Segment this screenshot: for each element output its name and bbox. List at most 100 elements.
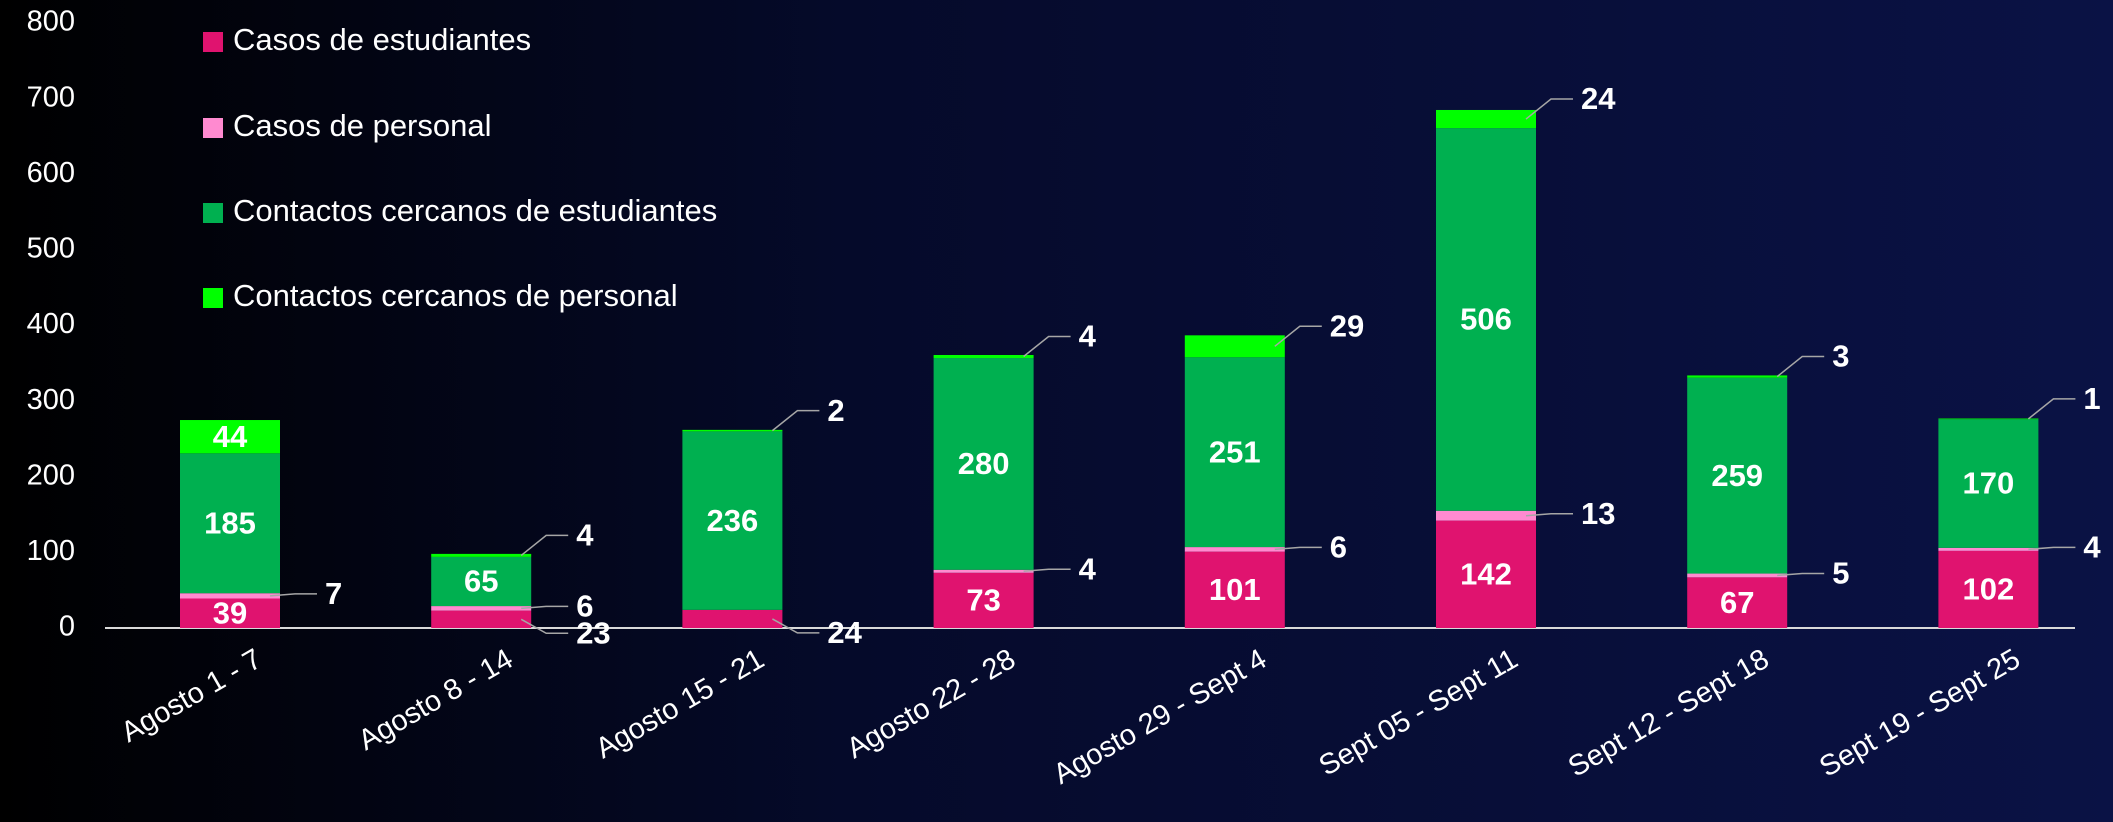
data-label: 102 [1963,572,2015,607]
bar-segment [1687,573,1788,578]
bar-segment [431,606,532,611]
x-tick-label: Agosto 15 - 21 [590,643,769,765]
x-tick-label: Sept 05 - Sept 11 [1314,643,1524,782]
data-label: 185 [204,505,256,540]
y-tick-label: 300 [27,384,75,416]
bar-segment [1184,335,1285,358]
legend-swatch [203,32,223,52]
bar-segment [682,429,783,432]
bar-segment [431,610,532,628]
bar-segment [1938,418,2039,420]
bar-segment [1938,419,2039,548]
x-tick-label: Sept 19 - Sept 25 [1814,643,2025,784]
x-tick-label: Agosto 1 - 7 [116,643,267,749]
y-tick-label: 500 [27,233,75,265]
bar-segment [1436,128,1536,511]
bar-segment [1184,547,1285,552]
leader-line [521,605,569,610]
bar-segment [180,420,280,454]
x-tick-label: Agosto 29 - Sept 4 [1048,643,1272,791]
data-label: 2 [827,393,844,428]
bar-segment [1938,547,2039,551]
data-label: 3 [1832,339,1849,374]
leader-line [1776,355,1825,378]
bar-segment [682,609,783,628]
x-tick-label: Agosto 22 - 28 [842,643,1021,765]
data-label: 39 [213,595,247,630]
y-tick-label: 600 [27,157,75,189]
bar-segment [431,556,532,607]
bar-segment [1687,377,1788,574]
legend-swatch [203,203,223,223]
leader-line [269,593,317,597]
leader-line [1274,325,1322,347]
data-label: 7 [325,576,342,611]
legend-swatch [203,288,223,308]
leader-line [1023,335,1071,358]
x-tick-label: Sept 12 - Sept 18 [1563,643,1774,784]
y-tick-label: 400 [27,308,75,340]
bar-segment [933,354,1034,359]
bar-segment [1436,510,1536,521]
leader-line [771,409,820,432]
data-label: 5 [1832,556,1849,591]
leader-line [772,618,820,634]
data-label: 24 [1581,81,1616,116]
leader-line [2028,546,2076,551]
data-label: 251 [1209,434,1261,469]
data-label: 73 [966,583,1000,618]
data-label: 13 [1581,496,1615,531]
legend-label: Contactos cercanos de estudiantes [233,193,717,228]
bar-segment [1436,109,1536,129]
leader-line [520,618,569,635]
bar-segment [1184,551,1285,628]
data-label: 4 [1079,551,1097,586]
data-label: 1 [2083,381,2100,416]
leader-line [2027,398,2076,420]
bar-segment [180,453,280,594]
bar-segment [1184,357,1285,548]
data-label: 142 [1460,556,1512,591]
data-label: 65 [464,564,498,599]
data-label: 4 [576,518,594,553]
data-label: 23 [576,615,610,650]
data-label: 4 [1079,319,1097,354]
legend-swatch [203,118,223,138]
bar-segment [1436,520,1536,628]
data-label: 6 [576,589,593,624]
data-label: 29 [1330,308,1364,343]
y-tick-label: 100 [27,535,75,567]
leader-line [1525,98,1573,120]
data-label: 4 [2083,530,2101,565]
bar-segment [1687,375,1788,378]
y-tick-label: 200 [27,459,75,491]
bar-segment [933,572,1034,628]
data-label: 67 [1720,585,1754,620]
y-tick-label: 800 [27,6,75,38]
y-tick-label: 700 [27,81,75,113]
bar-segment [431,553,532,557]
y-tick-label: 0 [59,611,75,643]
data-label: 170 [1963,466,2015,501]
bar-segment [180,598,280,628]
leader-line [520,534,569,556]
data-label: 24 [827,615,862,650]
data-label: 44 [213,419,248,454]
leader-line [1023,568,1071,573]
bar-segment [933,569,1034,573]
legend-label: Contactos cercanos de personal [233,278,678,313]
leader-line [1777,572,1825,577]
bar-segment [1687,577,1788,628]
bar-segment [682,431,783,610]
data-label: 259 [1711,458,1763,493]
legend-label: Casos de estudiantes [233,22,531,57]
data-label: 101 [1209,572,1261,607]
bar-segment [1938,550,2039,628]
data-label: 506 [1460,302,1512,337]
bar-segment [180,593,280,599]
legend-label: Casos de personal [233,108,492,143]
data-label: 280 [958,446,1010,481]
leader-line [1274,546,1322,551]
leader-line [1525,512,1573,517]
